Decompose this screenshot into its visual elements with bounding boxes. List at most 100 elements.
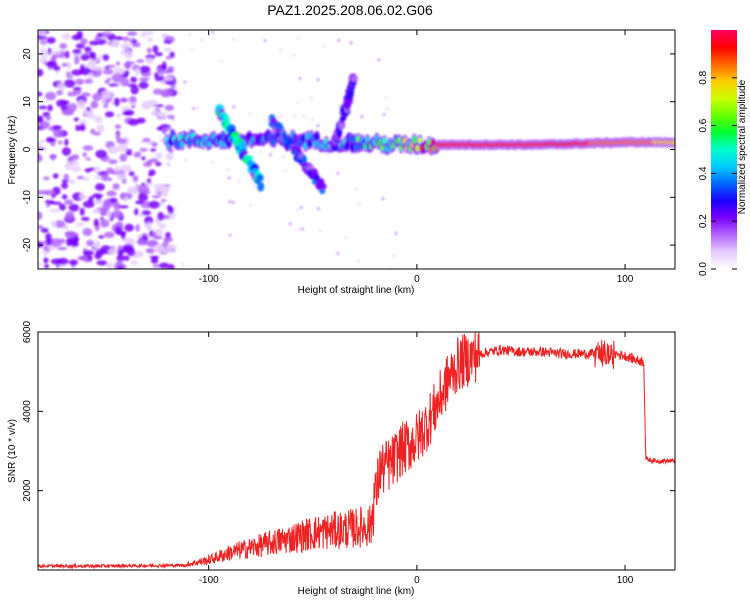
noise-blob — [50, 50, 62, 55]
noise-blob — [84, 51, 91, 55]
noise-blob — [80, 54, 90, 61]
y-tick-label: -20 — [22, 237, 33, 252]
noise-blob — [146, 178, 152, 184]
noise-blob — [85, 157, 91, 161]
noise-blob — [96, 124, 105, 133]
snr-y-label: SNR (10 * v/v) — [7, 419, 18, 483]
noise-blob — [65, 50, 70, 59]
y-tick-label: -10 — [22, 190, 33, 205]
noise-blob — [68, 103, 77, 112]
noise-blob — [68, 203, 80, 212]
colorbar-label: Normalized spectral amplitude — [737, 79, 748, 214]
noise-blob — [227, 176, 231, 180]
noise-blob — [178, 92, 182, 95]
y-tick-label: 0 — [22, 146, 33, 152]
noise-blob — [155, 152, 163, 159]
noise-blob — [90, 100, 99, 109]
noise-blob — [181, 262, 185, 266]
noise-blob — [119, 192, 125, 200]
noise-blob — [70, 166, 82, 173]
colorbar-tick-label: 0.6 — [698, 118, 709, 132]
noise-blob — [43, 189, 55, 196]
noise-blob — [57, 246, 68, 251]
noise-blob — [107, 146, 119, 154]
noise-blob — [65, 211, 75, 220]
noise-blob — [158, 112, 169, 119]
colorbar-tick-label: 0.2 — [698, 214, 709, 228]
noise-blob — [64, 138, 69, 146]
noise-blob — [139, 148, 148, 152]
noise-blob — [40, 30, 46, 37]
noise-blob — [231, 200, 235, 204]
noise-blob — [128, 170, 135, 177]
noise-blob — [130, 85, 139, 95]
noise-blob — [100, 174, 109, 182]
noise-blob — [80, 64, 85, 72]
noise-blob — [93, 208, 100, 213]
noise-blob — [136, 234, 143, 239]
noise-blob — [159, 201, 164, 207]
noise-blob — [82, 200, 95, 208]
noise-blob — [148, 200, 160, 209]
noise-blob — [190, 47, 194, 51]
noise-blob — [81, 216, 90, 222]
noise-blob — [326, 153, 330, 156]
noise-blob — [47, 104, 53, 112]
noise-blob — [38, 211, 43, 221]
snr-series-line — [38, 332, 675, 570]
noise-blob — [319, 229, 322, 233]
noise-blob — [107, 247, 118, 255]
noise-blob — [115, 36, 124, 41]
noise-blob — [299, 206, 303, 210]
noise-blob — [134, 67, 140, 76]
noise-blob — [174, 206, 177, 210]
noise-blob — [166, 204, 172, 211]
x-tick-label: 100 — [617, 575, 634, 586]
noise-blob — [151, 232, 157, 238]
noise-blob — [95, 149, 108, 159]
noise-blob — [116, 138, 127, 144]
noise-blob — [116, 255, 125, 262]
noise-blob — [226, 168, 230, 171]
noise-blob — [114, 166, 121, 173]
noise-blob — [93, 240, 101, 249]
noise-blob — [139, 77, 150, 82]
trace-mark-descending_trace_2 — [319, 183, 327, 190]
spectrogram-x-ticks: -100 0 100 — [199, 30, 634, 285]
colorbar-scale — [711, 30, 737, 269]
noise-blob — [121, 42, 131, 51]
noise-blob — [122, 244, 134, 251]
noise-blob — [165, 232, 171, 239]
noise-blob — [288, 222, 292, 226]
noise-blob — [130, 260, 139, 266]
noise-blob — [132, 175, 139, 183]
noise-blob — [344, 236, 348, 240]
snr-plot-area — [38, 332, 675, 570]
noise-blob — [92, 92, 103, 102]
noise-blob — [188, 33, 192, 37]
noise-blob — [75, 222, 84, 227]
noise-blob — [72, 49, 82, 55]
trace-mark-descending_trace_1 — [241, 150, 248, 156]
trace-mark-descending_trace_1 — [257, 181, 265, 192]
noise-blob — [56, 90, 64, 96]
y-tick-label: 4000 — [22, 400, 33, 423]
noise-blob — [82, 250, 94, 256]
noise-blob — [76, 175, 85, 180]
noise-blob — [40, 49, 49, 59]
noise-blob — [157, 211, 165, 221]
noise-blob — [72, 87, 82, 91]
noise-blob — [51, 238, 62, 247]
noise-blob — [101, 90, 113, 100]
noise-blob — [349, 41, 353, 45]
noise-blob — [117, 266, 124, 269]
noise-blob — [165, 152, 174, 161]
noise-blob — [66, 75, 74, 79]
noise-blob — [131, 104, 136, 109]
noise-blob — [392, 254, 396, 258]
noise-blob — [151, 142, 158, 148]
noise-blob — [39, 48, 46, 52]
noise-blob — [38, 154, 43, 163]
noise-blob — [114, 124, 122, 129]
